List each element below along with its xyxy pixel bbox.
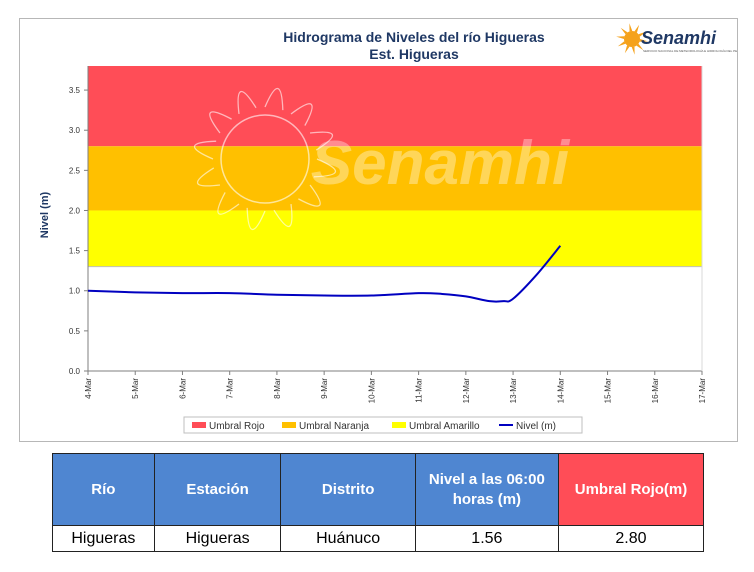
y-tick-label: 2.0	[69, 206, 81, 215]
watermark-text: Senamhi	[311, 129, 571, 198]
logo-ray	[631, 46, 635, 55]
series-line-nivel	[87, 245, 562, 303]
y-tick-label: 2.5	[69, 166, 81, 175]
logo-text: Senamhi	[641, 28, 717, 48]
legend-label: Umbral Naranja	[299, 421, 369, 432]
watermark-ray	[264, 87, 284, 111]
band-umbral-amarillo	[88, 210, 702, 267]
logo-ray	[616, 36, 625, 39]
band-umbral-naranja	[88, 146, 702, 211]
legend-label: Umbral Amarillo	[409, 421, 480, 432]
x-tick-label: 13-Mar	[509, 378, 518, 404]
x-tick-label: 7-Mar	[226, 378, 235, 399]
hydrograph-chart: Senamhi 0.0 0.5 1.0 1.5 2.0 2.5 3.0 3.5 4-Mar 5-M…	[39, 23, 737, 434]
summary-table: Río Estación Distrito Nivel a las 06:00 …	[52, 453, 705, 552]
cell-rio: Higueras	[52, 525, 155, 552]
x-tick-label: 4-Mar	[84, 378, 93, 399]
chart-legend: Umbral Rojo Umbral Naranja Umbral Amarillo…	[183, 416, 583, 434]
chart-title: Hidrograma de Niveles del río Higueras	[283, 29, 545, 45]
legend-label: Umbral Rojo	[209, 421, 265, 432]
watermark: Senamhi	[193, 87, 571, 231]
logo-subtext: SERVICIO NACIONAL DE METEOROLOGÍA E HIDR…	[643, 48, 737, 53]
legend-swatch	[192, 422, 206, 428]
cell-distrito: Huánuco	[280, 525, 416, 552]
watermark-ray	[313, 158, 337, 178]
logo-ray	[636, 43, 644, 51]
logo-sun-icon	[624, 31, 640, 47]
header-rio: Río	[52, 453, 155, 526]
logo-ray	[624, 45, 630, 54]
watermark-ray	[209, 111, 232, 134]
y-tick-label: 1.5	[69, 247, 81, 256]
x-tick-label: 12-Mar	[462, 378, 471, 404]
chart-frame: Senamhi 0.0 0.5 1.0 1.5 2.0 2.5 3.0 3.5 4-Mar 5-M…	[19, 18, 738, 442]
x-tick-label: 16-Mar	[651, 378, 660, 404]
watermark-ray	[193, 140, 217, 160]
y-tick-label: 0.5	[69, 327, 81, 336]
logo-ray	[629, 23, 633, 32]
watermark-ray	[246, 207, 266, 231]
x-tick-label: 6-Mar	[178, 378, 187, 399]
x-tick-label: 14-Mar	[556, 378, 565, 404]
header-nivel: Nivel a las 06:00 horas (m)	[414, 453, 559, 526]
cell-umbral-rojo: 2.80	[557, 525, 705, 552]
x-tick-label: 10-Mar	[367, 378, 376, 404]
chart-subtitle: Est. Higueras	[369, 46, 459, 62]
y-tick-label: 1.0	[69, 287, 81, 296]
x-tick-label: 8-Mar	[273, 378, 282, 399]
header-distrito: Distrito	[280, 453, 416, 526]
cell-estacion: Higueras	[153, 525, 282, 552]
logo-ray	[634, 24, 640, 33]
cell-nivel: 1.56	[414, 525, 559, 552]
band-umbral-rojo	[88, 66, 702, 147]
watermark-ray	[273, 203, 293, 228]
watermark-ray	[298, 184, 321, 207]
header-estacion: Estación	[153, 453, 282, 526]
logo-ray	[638, 31, 647, 37]
y-tick-label: 3.0	[69, 126, 81, 135]
logo-ray	[620, 27, 628, 35]
legend-swatch	[282, 422, 296, 428]
y-axis-label: Nivel (m)	[39, 191, 51, 238]
header-umbral-rojo: Umbral Rojo(m)	[557, 453, 705, 526]
y-tick-label: 3.5	[69, 86, 81, 95]
x-tick-label: 17-Mar	[698, 378, 707, 404]
x-tick-label: 5-Mar	[131, 378, 140, 399]
x-tick-label: 11-Mar	[415, 378, 424, 403]
table-header-row: Río Estación Distrito Nivel a las 06:00 …	[52, 453, 705, 526]
x-tick-label: 15-Mar	[604, 378, 613, 404]
x-tick-label: 9-Mar	[320, 378, 329, 399]
watermark-ray	[309, 131, 334, 151]
table-row: Higueras Higueras Huánuco 1.56 2.80	[52, 525, 705, 552]
watermark-ray	[196, 167, 221, 187]
watermark-ray	[290, 103, 313, 126]
legend-label: Nivel (m)	[516, 421, 556, 432]
watermark-ray	[237, 90, 257, 115]
watermark-ray	[217, 192, 240, 215]
logo-ray	[617, 41, 626, 47]
legend-swatch	[392, 422, 406, 428]
legend-box	[183, 416, 583, 434]
watermark-sun-icon	[220, 114, 310, 204]
y-tick-label: 0.0	[69, 367, 81, 376]
logo-ray	[639, 39, 648, 42]
